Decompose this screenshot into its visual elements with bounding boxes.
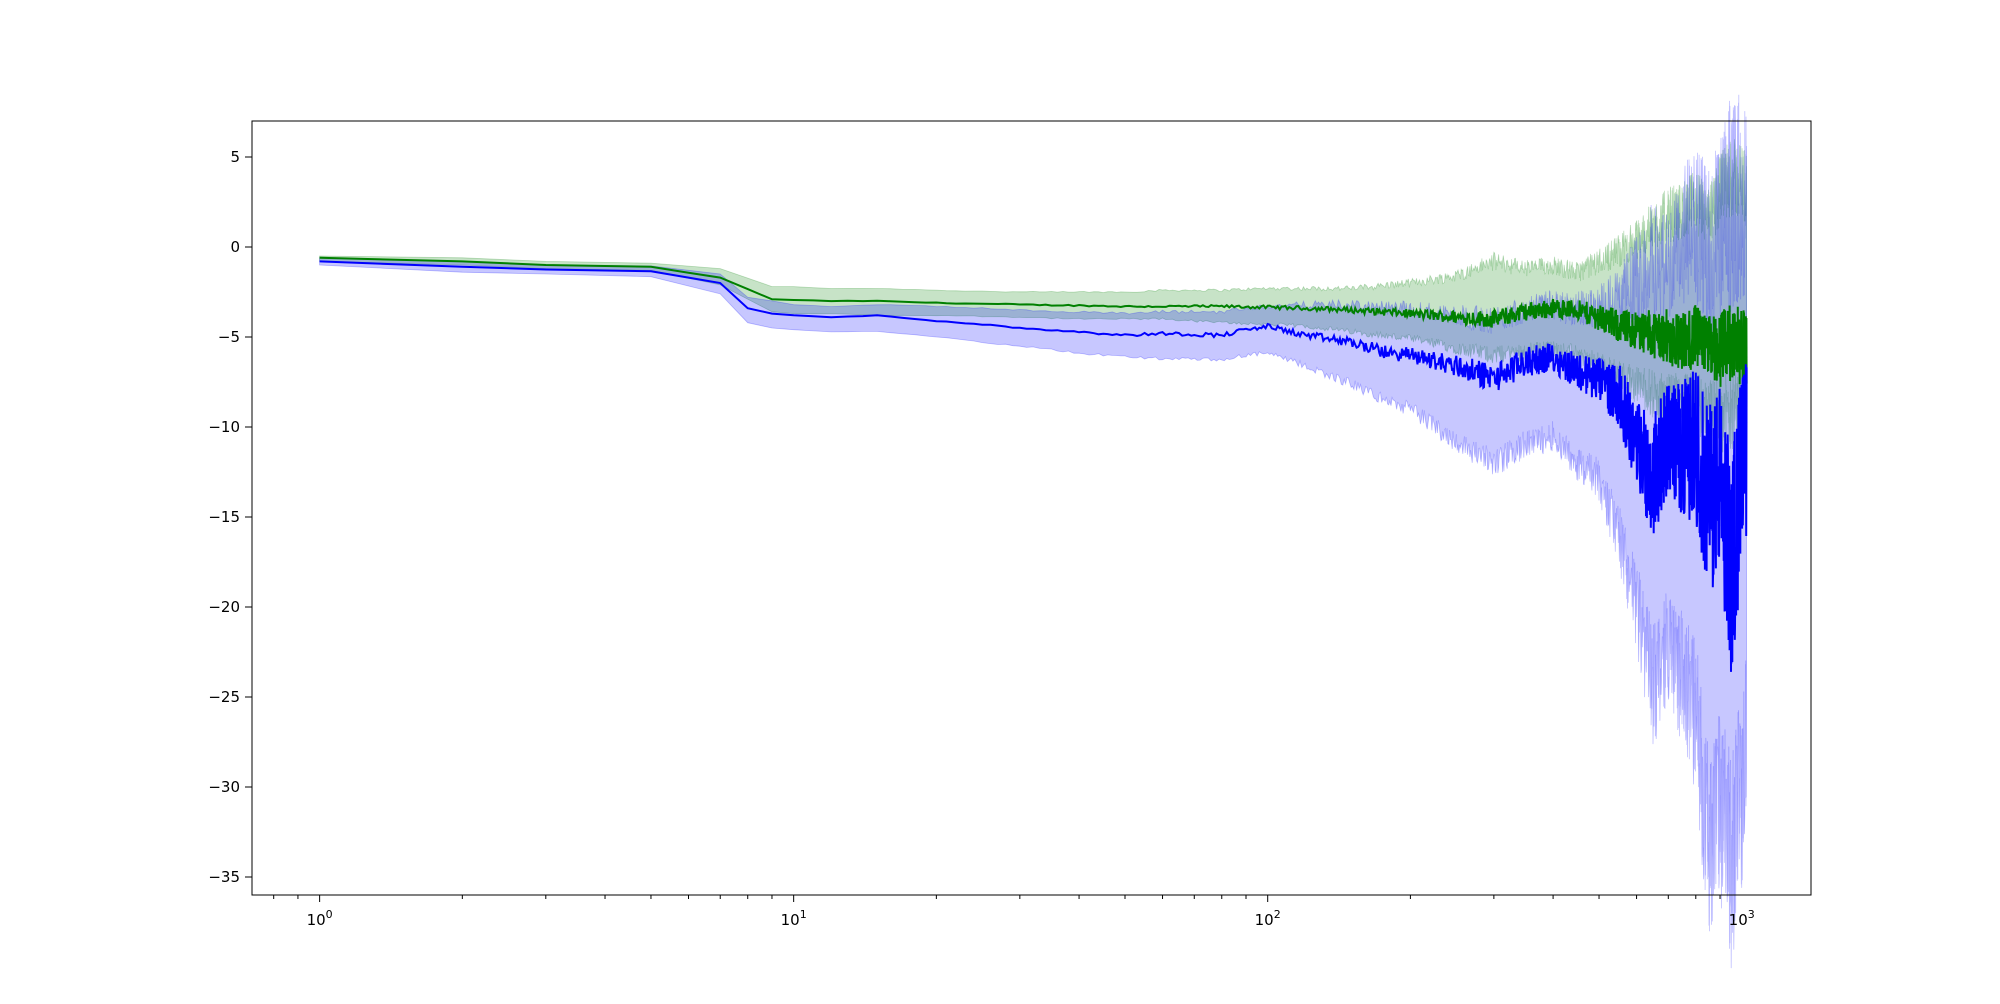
y-tick-label: −5: [218, 328, 240, 346]
x-axis: 100 101 102 103: [273, 895, 1755, 929]
y-axis: 5 0 −5 −10 −15 −20 −25 −30 −35: [208, 148, 252, 886]
series-0-line: [319, 256, 1748, 387]
y-tick-label: −30: [208, 778, 240, 796]
confidence-bands: [319, 94, 1747, 969]
series-lines: [319, 256, 1748, 672]
y-tick-label: −25: [208, 688, 240, 706]
y-tick-label: 5: [230, 148, 240, 166]
y-tick-label: −20: [208, 598, 240, 616]
y-tick-label: −35: [208, 868, 240, 886]
x-tick-label: 102: [1255, 908, 1281, 929]
series-1-line: [319, 260, 1748, 672]
y-tick-label: −10: [208, 418, 240, 436]
x-tick-label: 101: [781, 908, 807, 929]
plot-frame: [251, 120, 1812, 896]
x-tick-label: 103: [1729, 908, 1755, 929]
y-tick-label: −15: [208, 508, 240, 526]
y-tick-label: 0: [230, 238, 240, 256]
series-1-band: [319, 94, 1747, 969]
x-tick-label: 100: [307, 908, 333, 929]
